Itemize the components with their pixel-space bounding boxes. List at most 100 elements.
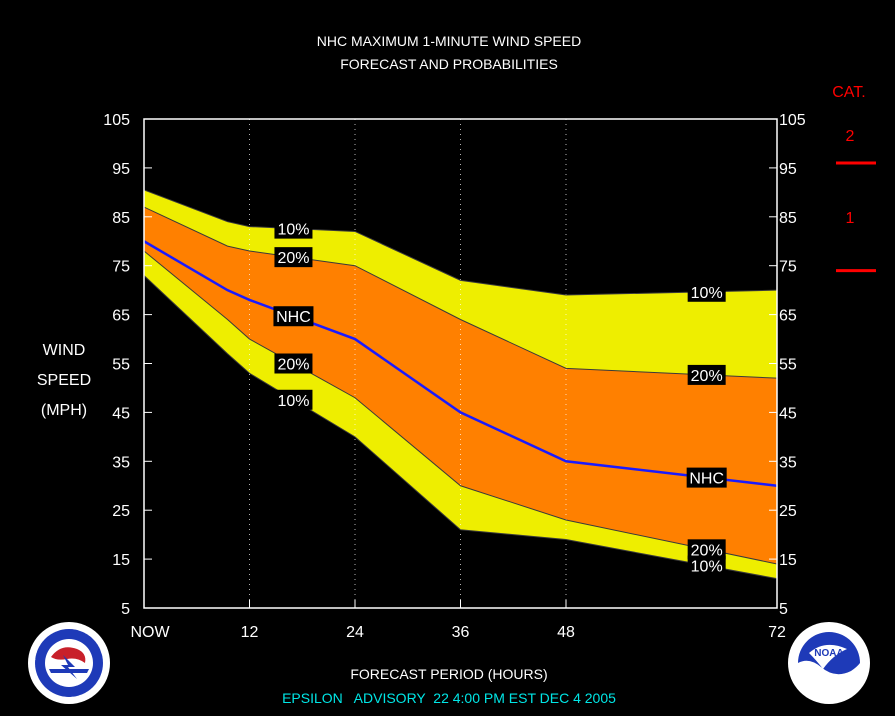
category-title: CAT.	[832, 84, 865, 101]
y-tick-label-left: 55	[112, 357, 130, 374]
series-label-lower10: 10%	[274, 389, 313, 410]
y-tick-label-right: 85	[779, 210, 797, 227]
series-label-text: NHC	[276, 309, 311, 326]
y-tick-label-left: 75	[112, 259, 130, 276]
y-tick-label-left: 65	[112, 308, 130, 325]
series-label-text: 10%	[277, 393, 309, 410]
y-tick-label-right: 55	[779, 357, 797, 374]
series-label-box	[273, 306, 314, 327]
nws-logo-letter: N	[29, 671, 40, 680]
series-label-box	[274, 353, 313, 374]
nws-logo-letter: A	[45, 627, 55, 638]
nws-logo-letter: A	[84, 627, 94, 638]
series-label-box	[686, 467, 727, 488]
nws-logo-letter: R	[101, 656, 111, 663]
chart-subtitle: FORECAST AND PROBABILITIES	[340, 56, 558, 72]
x-tick-label: 24	[346, 624, 364, 641]
series-line-upper20	[143, 206, 778, 379]
nws-logo-letter: E	[94, 678, 105, 688]
y-tick-label-right: 65	[779, 308, 797, 325]
series-label-box	[274, 247, 313, 268]
series-label-upper20: 20%	[274, 247, 313, 268]
y-tick-label-right: 105	[779, 112, 806, 129]
nws-logo-letter: C	[69, 695, 76, 705]
chart-title: NHC MAXIMUM 1-MINUTE WIND SPEED	[317, 33, 581, 49]
nws-logo-letter: S	[98, 671, 108, 680]
series-label-lower20: 20%	[274, 353, 313, 374]
nws-logo-letter: W	[69, 622, 78, 632]
advisory-footer: EPSILON ADVISORY 22 4:00 PM EST DEC 4 20…	[282, 690, 616, 706]
y-tick-label-left: 25	[112, 503, 130, 520]
x-axis-label: FORECAST PERIOD (HOURS)	[350, 666, 547, 682]
y-axis-label-line-3: (MPH)	[41, 402, 87, 419]
nws-logo-letter: E	[61, 694, 68, 704]
y-tick-label-right: 45	[779, 405, 797, 422]
y-tick-label-right: 5	[779, 601, 788, 618]
x-tick-label: 48	[557, 624, 575, 641]
category-label: 1	[846, 210, 855, 227]
series-label-box	[687, 364, 726, 385]
x-tick-label: 72	[768, 624, 786, 641]
noaa-logo: NOAA	[788, 622, 870, 704]
nws-logo-letter: N	[38, 632, 49, 643]
series-label-upper20: 20%	[687, 364, 726, 385]
y-tick-label-left: 5	[121, 601, 130, 618]
nws-logo-letter: L	[53, 623, 61, 633]
series-label-text: NHC	[689, 471, 724, 488]
series-label-upper10: 10%	[274, 218, 313, 239]
y-axis-label-line-1: WIND	[43, 342, 86, 359]
y-axis-label-line-2: SPEED	[37, 372, 91, 389]
noaa-logo-text: NOAA	[814, 648, 843, 659]
y-tick-label-left: 95	[112, 161, 130, 178]
y-tick-label-left: 85	[112, 210, 130, 227]
category-label: 2	[846, 128, 855, 145]
category-scale: CAT. 2 1	[832, 84, 876, 273]
y-tick-label-left: 45	[112, 405, 130, 422]
y-tick-label-right: 15	[779, 552, 797, 569]
y-tick-label-right: 25	[779, 503, 797, 520]
nws-logo-letter: E	[77, 623, 86, 633]
y-tick-label-right: 95	[779, 161, 797, 178]
series-line-upper10	[143, 189, 778, 296]
nws-logo-letter: V	[83, 689, 93, 700]
band-20-percent	[144, 207, 777, 564]
nws-logo-letter: T	[28, 656, 37, 662]
nws-logo-letter: I	[78, 693, 83, 702]
series-label-nhc: NHC	[273, 306, 314, 327]
nws-logo-letter: O	[32, 639, 43, 649]
nws-logo-letter: R	[89, 684, 100, 695]
nws-logo-letter: E	[98, 647, 108, 656]
series-label-box	[687, 539, 726, 560]
x-tick-label: 12	[241, 624, 259, 641]
series-line-lower20	[143, 250, 778, 565]
series-label-lower20: 20%	[687, 539, 726, 560]
series-label-text: 20%	[691, 368, 723, 385]
y-tick-label-left: 35	[112, 454, 130, 471]
y-tick-label-right: 75	[779, 259, 797, 276]
y-tick-label-left: 15	[112, 552, 130, 569]
x-axis: NOW 12 24 36 48 72	[130, 600, 786, 641]
series-label-nhc: NHC	[686, 467, 727, 488]
series-label-upper10: 10%	[687, 281, 726, 302]
y-tick-label-left: 105	[103, 112, 130, 129]
y-tick-label-right: 35	[779, 454, 797, 471]
series-label-text: 20%	[277, 250, 309, 267]
series-label-text: 20%	[691, 542, 723, 559]
series-label-text: 10%	[277, 222, 309, 239]
y-axis-right: 5 15 25 35 45 55 65 75 85 95 105	[769, 112, 806, 618]
series-label-text: 10%	[691, 559, 723, 576]
series-label-box	[687, 281, 726, 302]
series-label-box	[687, 555, 726, 576]
x-tick-label: NOW	[130, 624, 170, 641]
nhc-forecast-line	[143, 240, 778, 487]
series-label-box	[274, 218, 313, 239]
series-label-box	[274, 389, 313, 410]
x-tick-label: 36	[452, 624, 470, 641]
y-axis-left: 5 15 25 35 45 55 65 75 85 95 105	[103, 112, 152, 618]
series-label-text: 20%	[277, 357, 309, 374]
nws-logo-letter: I	[30, 649, 39, 654]
series-label-lower10: 10%	[687, 555, 726, 576]
